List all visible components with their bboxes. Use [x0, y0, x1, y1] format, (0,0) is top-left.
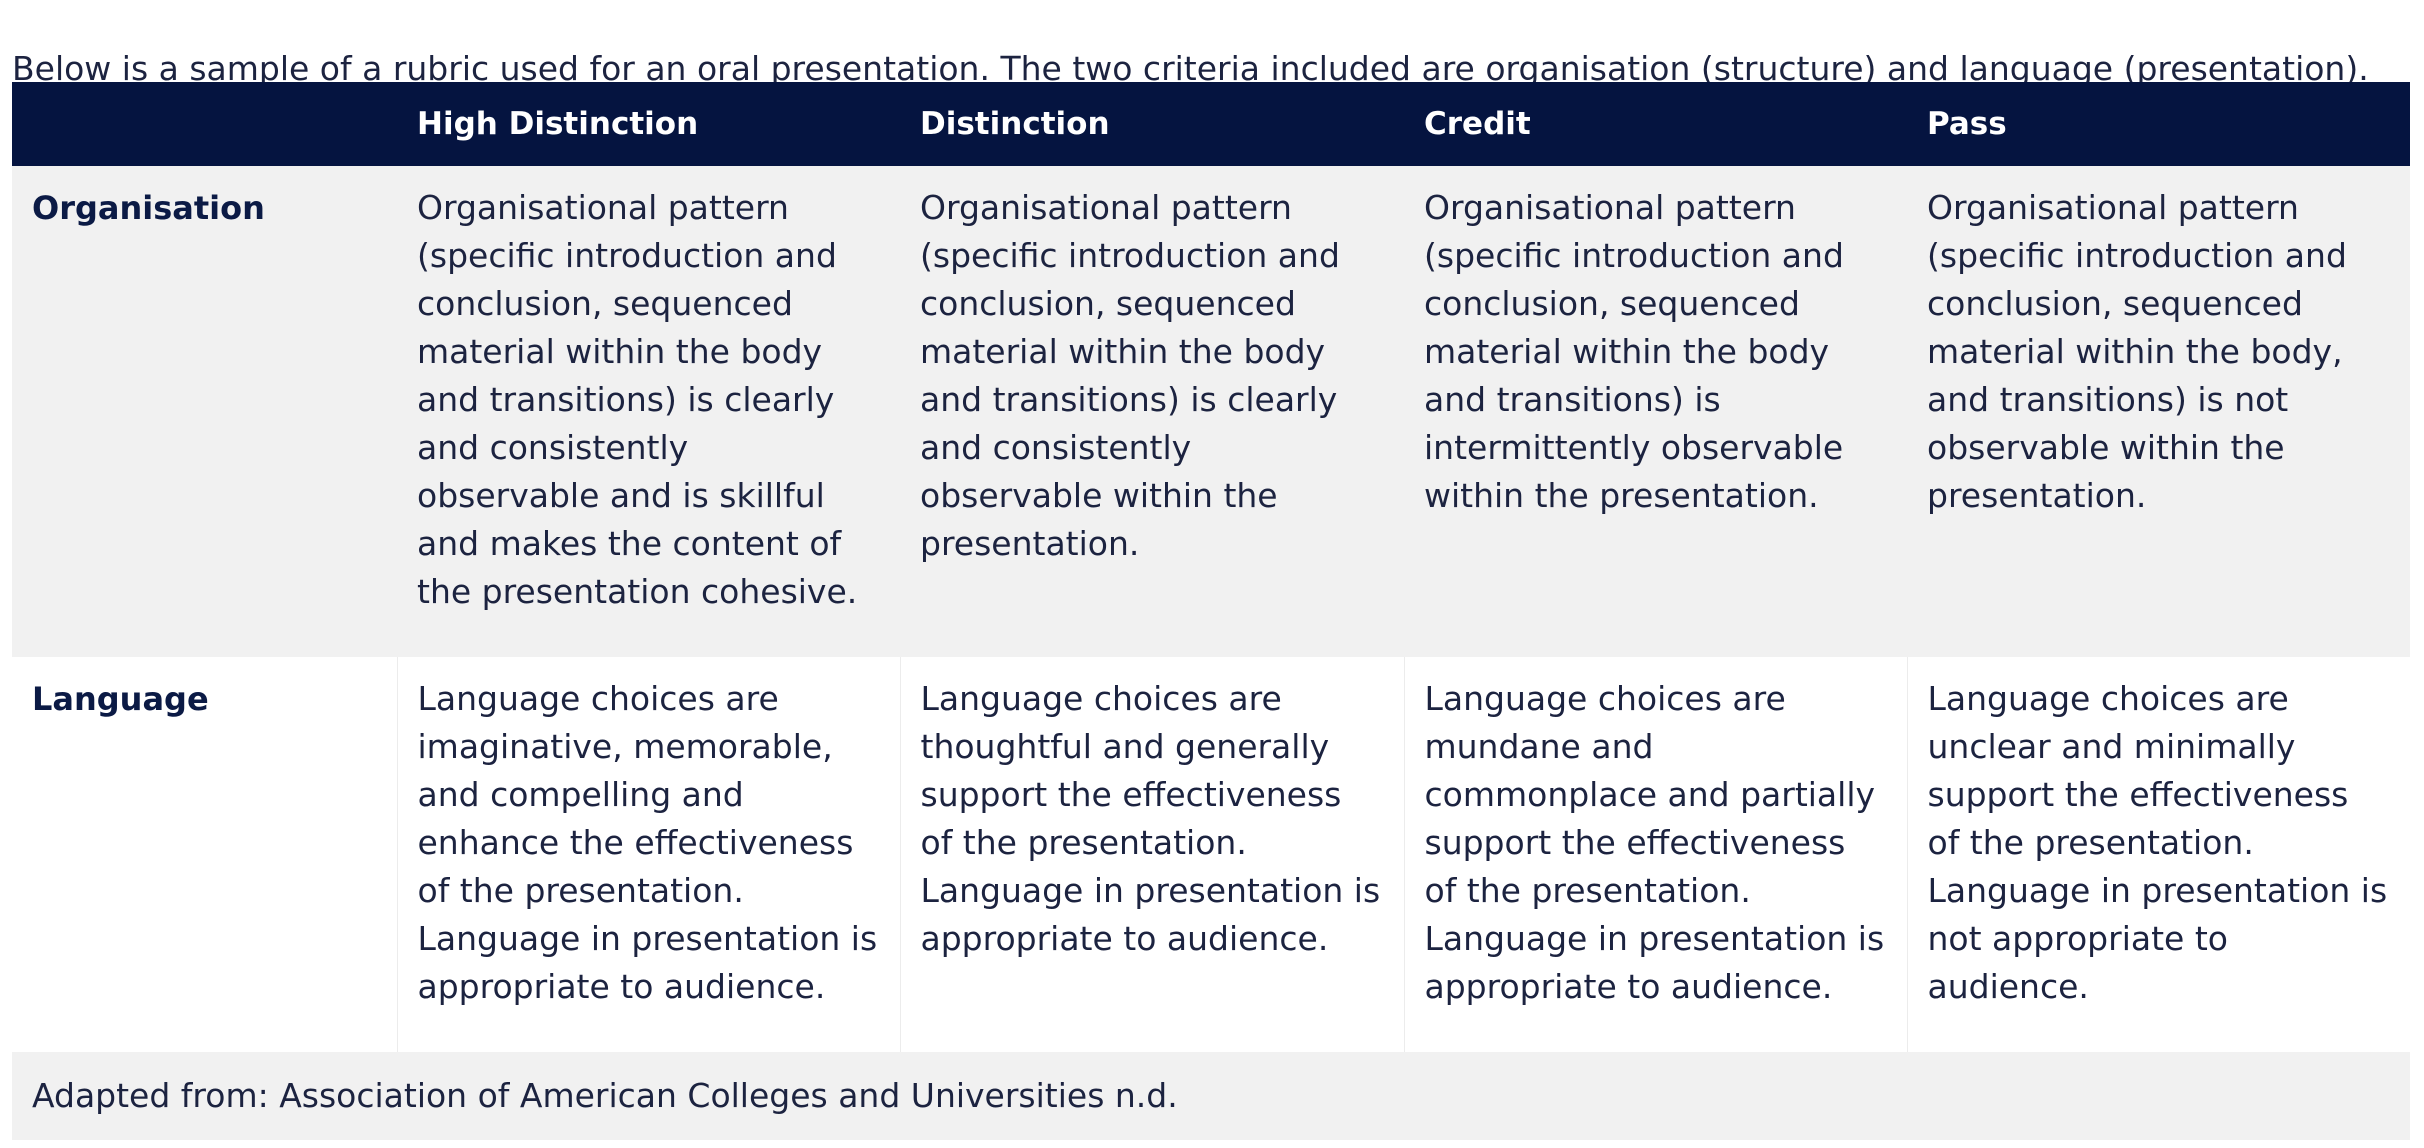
header-criteria: [12, 82, 397, 166]
cell-language-distinction: Language choices are thoughtful and gene…: [899, 657, 1404, 1052]
header-pass: Pass: [1907, 82, 2410, 166]
cell-language-credit: Language choices are mundane and commonp…: [1403, 657, 1907, 1052]
cell-language-pass: Language choices are unclear and minimal…: [1906, 657, 2410, 1052]
cell-organisation-pass: Organisational pattern (specific introdu…: [1907, 166, 2410, 657]
source-note: Adapted from: Association of American Co…: [12, 1052, 2410, 1140]
cell-language-high-distinction: Language choices are imaginative, memora…: [396, 657, 900, 1052]
intro-text: Below is a sample of a rubric used for a…: [12, 49, 2369, 88]
table-row-source: Adapted from: Association of American Co…: [12, 1052, 2410, 1140]
cell-organisation-credit: Organisational pattern (specific introdu…: [1404, 166, 1907, 657]
table-row-language: Language Language choices are imaginativ…: [12, 657, 2410, 1052]
row-label-organisation: Organisation: [12, 166, 397, 657]
header-high-distinction: High Distinction: [397, 82, 900, 166]
table-row-organisation: Organisation Organisational pattern (spe…: [12, 166, 2410, 657]
cell-organisation-distinction: Organisational pattern (specific introdu…: [900, 166, 1404, 657]
header-row: High Distinction Distinction Credit Pass: [12, 82, 2410, 166]
cell-organisation-high-distinction: Organisational pattern (specific introdu…: [397, 166, 900, 657]
row-label-language: Language: [12, 657, 397, 1052]
rubric-table: High Distinction Distinction Credit Pass…: [12, 82, 2410, 1140]
header-distinction: Distinction: [900, 82, 1404, 166]
header-credit: Credit: [1404, 82, 1907, 166]
